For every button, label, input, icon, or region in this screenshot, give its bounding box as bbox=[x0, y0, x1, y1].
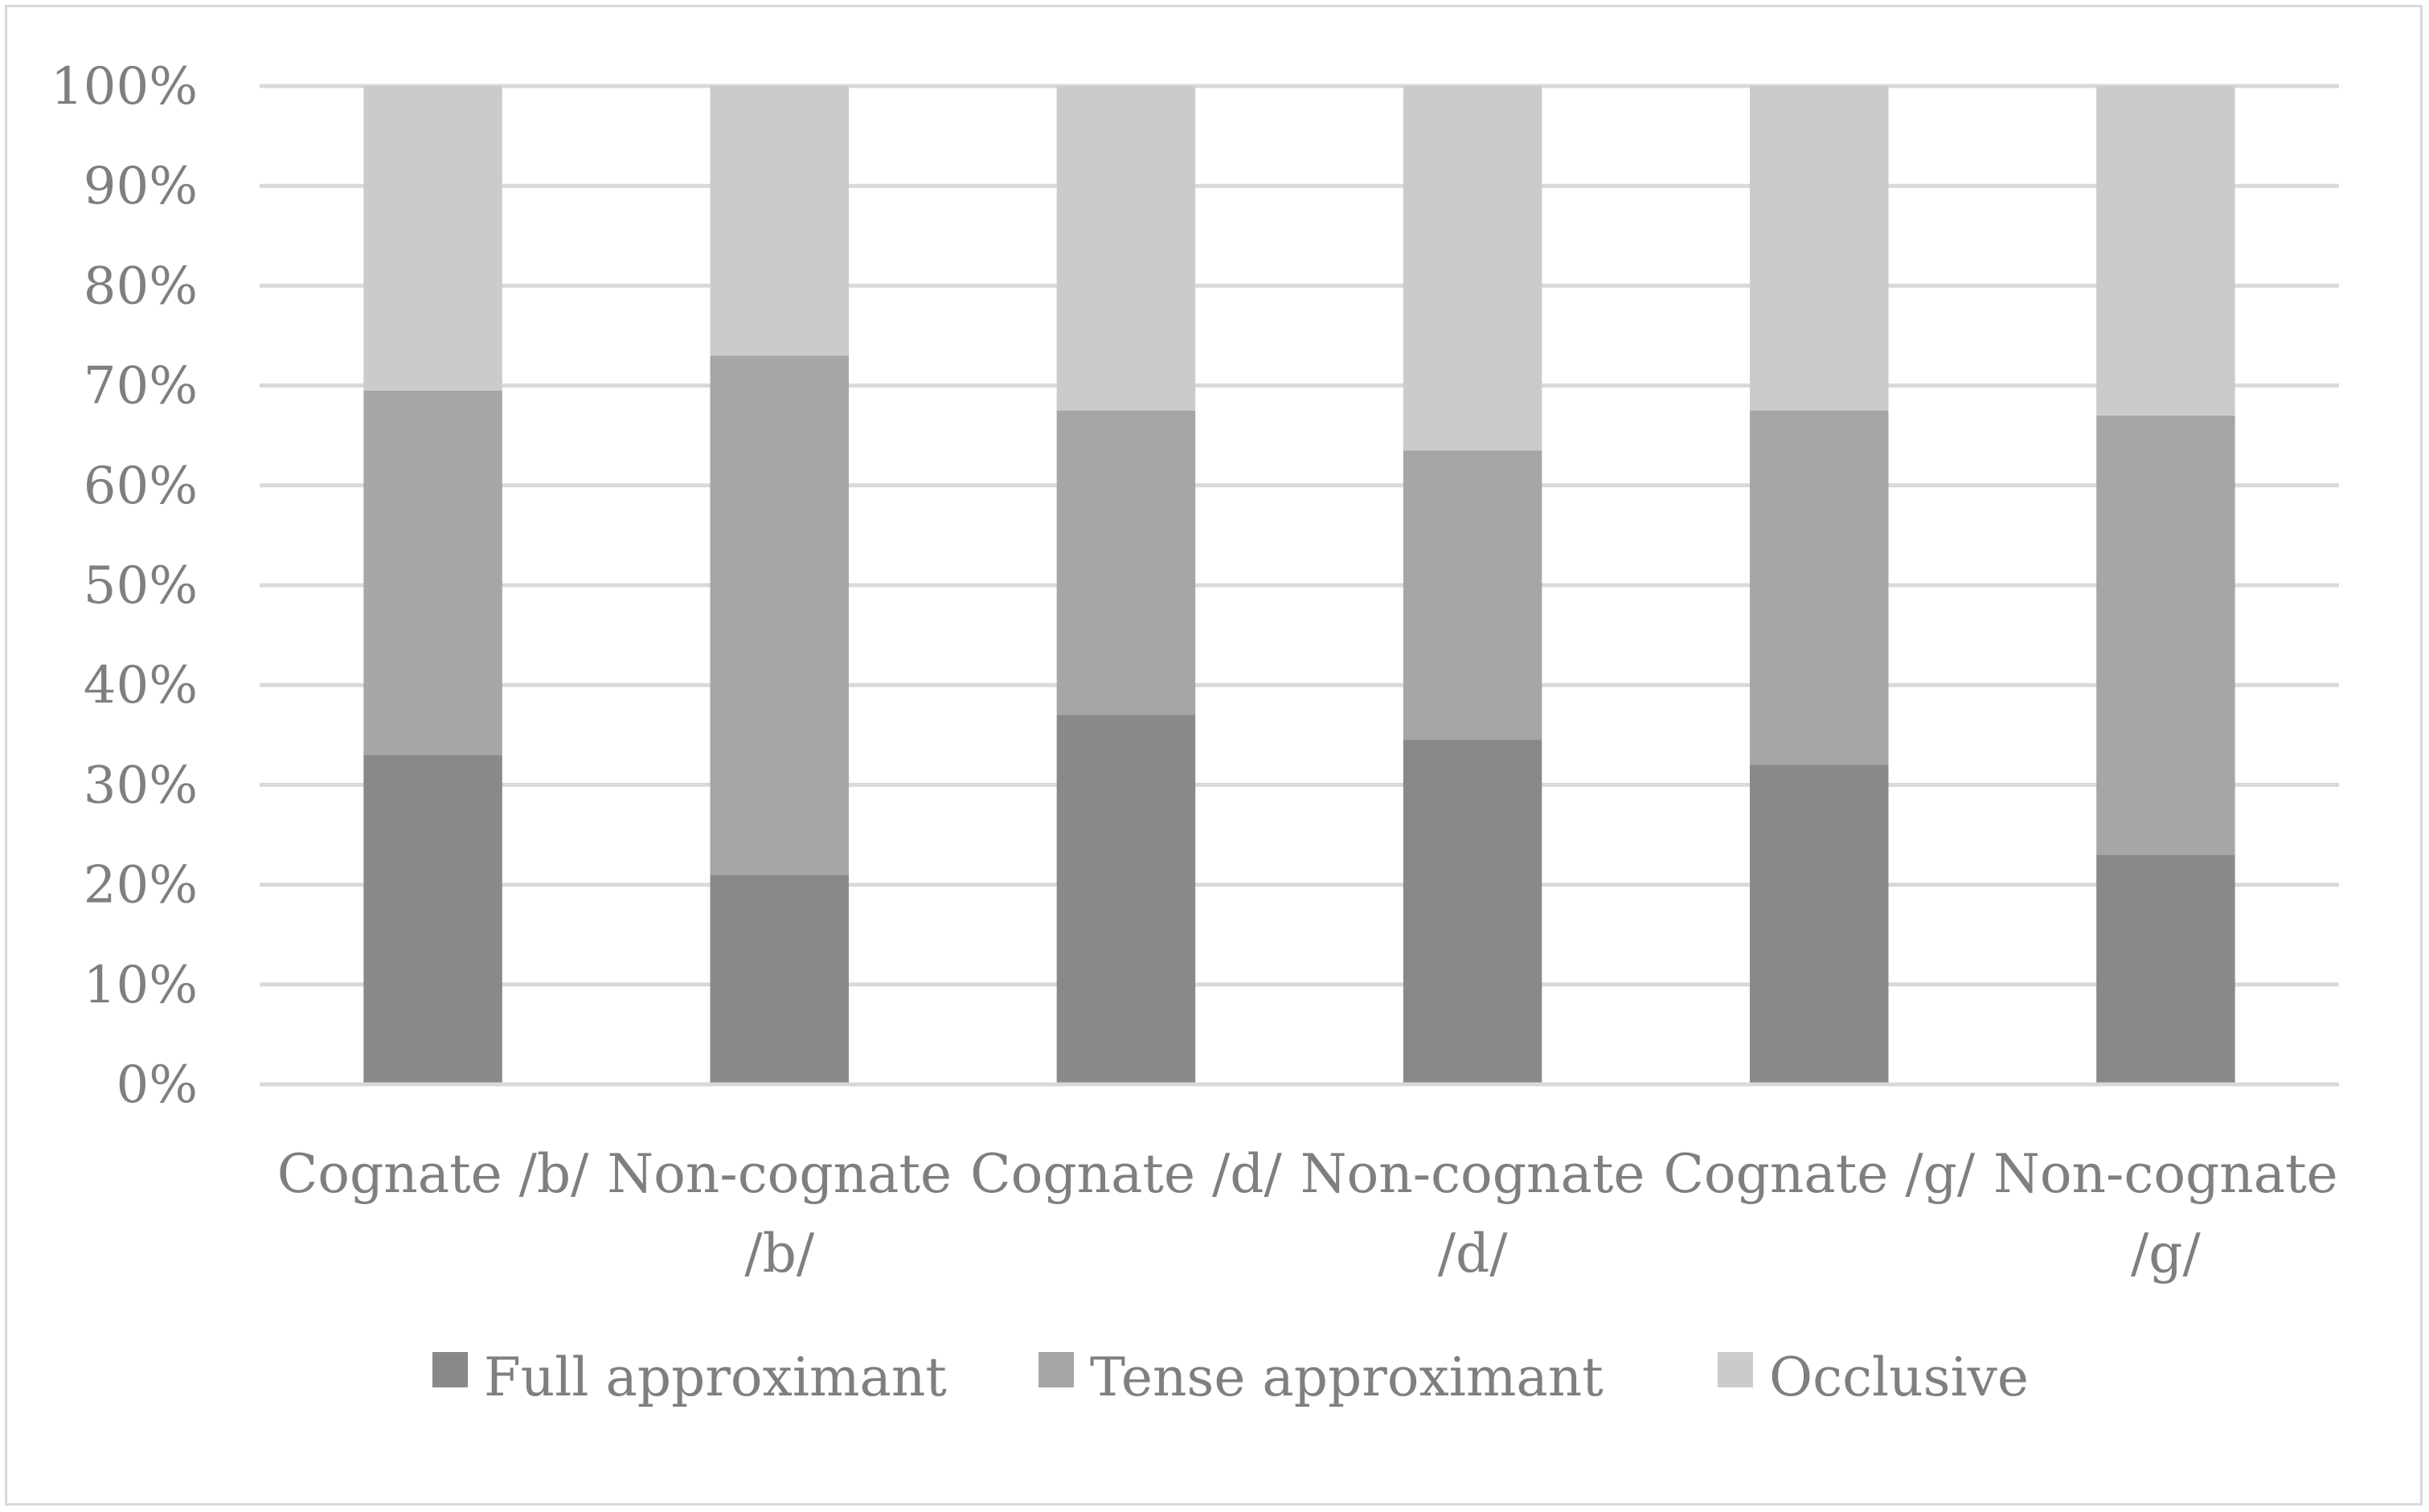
y-tick-label: 50% bbox=[84, 556, 198, 616]
bar-segment bbox=[363, 390, 502, 756]
bar-segment bbox=[710, 875, 849, 1084]
x-axis: Cognate /b/Non-cognate/b/Cognate /d/Non-… bbox=[260, 1082, 2339, 1285]
y-tick-label: 20% bbox=[84, 856, 198, 916]
bar-segment bbox=[1750, 410, 1889, 765]
bar-segment bbox=[363, 755, 502, 1084]
y-tick-label: 70% bbox=[84, 357, 198, 416]
x-category-label: Cognate /g/ bbox=[1663, 1143, 1975, 1205]
legend-label: Tense approximant bbox=[1090, 1346, 1604, 1408]
y-tick-label: 90% bbox=[84, 157, 198, 216]
x-category-label: Cognate /b/ bbox=[277, 1143, 589, 1205]
legend-label: Occlusive bbox=[1769, 1346, 2029, 1408]
gridlines bbox=[260, 84, 2339, 1087]
legend-swatch bbox=[432, 1352, 468, 1387]
x-category-label: Cognate /d/ bbox=[970, 1143, 1282, 1205]
legend-swatch bbox=[1038, 1352, 1074, 1387]
x-category-label: Non-cognate bbox=[1301, 1143, 1645, 1205]
y-tick-label: 60% bbox=[84, 457, 198, 516]
bar-segment bbox=[1750, 764, 1889, 1084]
x-category-label: Non-cognate bbox=[607, 1143, 952, 1205]
y-axis: 0% 10% 20% 30% 40% 50% 60% 70% 80% 90% 100% bbox=[51, 57, 198, 1115]
bar-segment bbox=[710, 86, 849, 356]
bar-segment bbox=[1403, 740, 1542, 1084]
bars bbox=[363, 86, 2235, 1084]
bar-segment bbox=[2096, 854, 2235, 1084]
y-tick-label: 100% bbox=[51, 57, 198, 117]
x-category-label: /g/ bbox=[2131, 1223, 2201, 1285]
bar-segment bbox=[363, 86, 502, 391]
y-tick-label: 30% bbox=[84, 756, 198, 815]
bar-segment bbox=[2096, 415, 2235, 855]
bar-segment bbox=[1403, 86, 1542, 451]
legend: Full approximant Tense approximant Occlusi… bbox=[432, 1346, 2029, 1408]
y-tick-label: 80% bbox=[84, 256, 198, 316]
bar-segment bbox=[1750, 86, 1889, 411]
x-category-label: /b/ bbox=[744, 1223, 814, 1285]
y-tick-label: 0% bbox=[116, 1055, 198, 1115]
x-category-label: Non-cognate bbox=[1993, 1143, 2338, 1205]
legend-label: Full approximant bbox=[484, 1346, 947, 1408]
bar-segment bbox=[2096, 86, 2235, 416]
legend-swatch bbox=[1718, 1352, 1753, 1387]
x-category-label: /d/ bbox=[1438, 1223, 1508, 1285]
bar-segment bbox=[1403, 450, 1542, 740]
bar-segment bbox=[1056, 715, 1196, 1084]
bar-segment bbox=[1056, 410, 1196, 715]
y-tick-label: 40% bbox=[84, 656, 198, 715]
bar-segment bbox=[710, 355, 849, 875]
y-tick-label: 10% bbox=[84, 956, 198, 1015]
bar-segment bbox=[1056, 86, 1196, 411]
